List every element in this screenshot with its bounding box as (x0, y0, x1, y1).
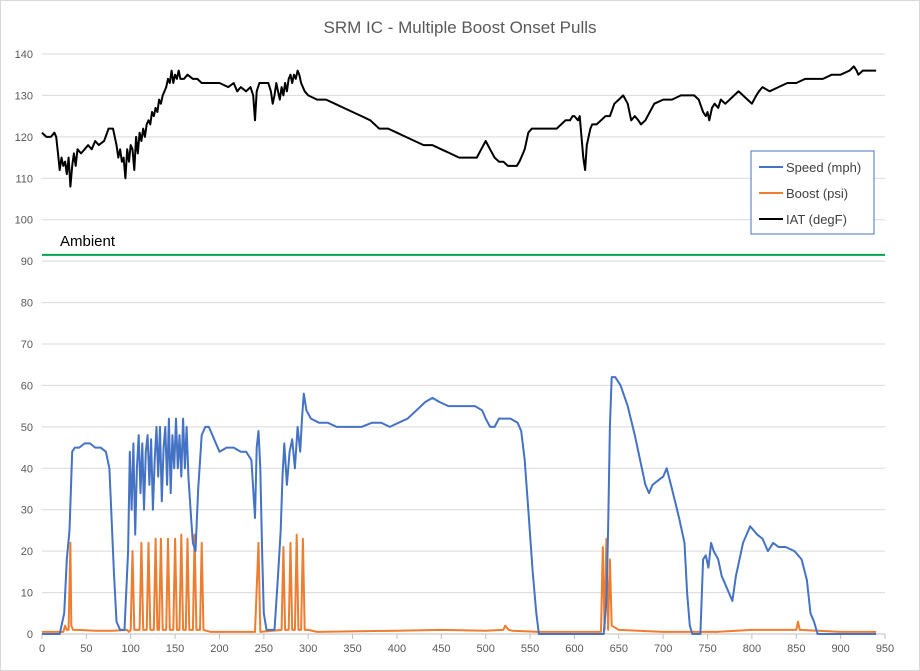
y-tick-label: 80 (21, 298, 33, 310)
x-tick-label: 0 (39, 643, 45, 655)
x-tick-label: 400 (388, 643, 406, 655)
x-tick-label: 750 (698, 643, 716, 655)
x-tick-label: 950 (876, 643, 894, 655)
y-tick-label: 70 (21, 339, 33, 351)
boost-psi-line (42, 533, 877, 633)
y-tick-label: 90 (21, 256, 33, 268)
y-tick-label: 50 (21, 422, 33, 434)
y-tick-label: 40 (21, 463, 33, 475)
ambient-label: Ambient (60, 233, 116, 250)
y-tick-label: 10 (21, 588, 33, 600)
x-tick-label: 600 (565, 643, 583, 655)
x-tick-label: 850 (787, 643, 805, 655)
x-tick-label: 500 (477, 643, 495, 655)
y-tick-label: 0 (27, 629, 33, 641)
axes: 0 10 20 30 40 50 60 70 80 90 100 110 120 130 140 0 50 100… (15, 49, 895, 655)
gridlines (42, 53, 885, 594)
x-tick-label: 800 (743, 643, 761, 655)
x-tick-label: 50 (80, 643, 92, 655)
y-tick-label: 60 (21, 380, 33, 392)
x-tick-label: 450 (432, 643, 450, 655)
chart-title: SRM IC - Multiple Boost Onset Pulls (323, 18, 596, 37)
x-tick-label: 900 (831, 643, 849, 655)
series-lines (41, 65, 877, 635)
speed-mph-line (42, 376, 877, 635)
x-tick-label: 350 (343, 643, 361, 655)
y-tick-label: 20 (21, 546, 33, 558)
x-tick-label: 250 (255, 643, 273, 655)
legend: Speed (mph) Boost (psi) IAT (degF) (750, 150, 875, 235)
ambient-reference: Ambient (42, 233, 885, 256)
y-tick-label: 30 (21, 505, 33, 517)
x-tick-label: 100 (122, 643, 140, 655)
x-tick-label: 700 (654, 643, 672, 655)
x-tick-label: 550 (521, 643, 539, 655)
y-tick-label: 120 (15, 132, 33, 144)
legend-entry: IAT (degF) (786, 212, 847, 227)
x-tick-label: 150 (166, 643, 184, 655)
y-tick-label: 140 (15, 49, 33, 61)
iat-degf-line (41, 65, 877, 188)
y-tick-label: 110 (15, 173, 33, 185)
y-tick-label: 100 (15, 215, 33, 227)
legend-entry: Boost (psi) (786, 186, 848, 201)
y-tick-label: 130 (15, 90, 33, 102)
x-tick-label: 200 (210, 643, 228, 655)
legend-entry: Speed (mph) (786, 160, 861, 175)
x-tick-label: 650 (610, 643, 628, 655)
x-tick-label: 300 (299, 643, 317, 655)
